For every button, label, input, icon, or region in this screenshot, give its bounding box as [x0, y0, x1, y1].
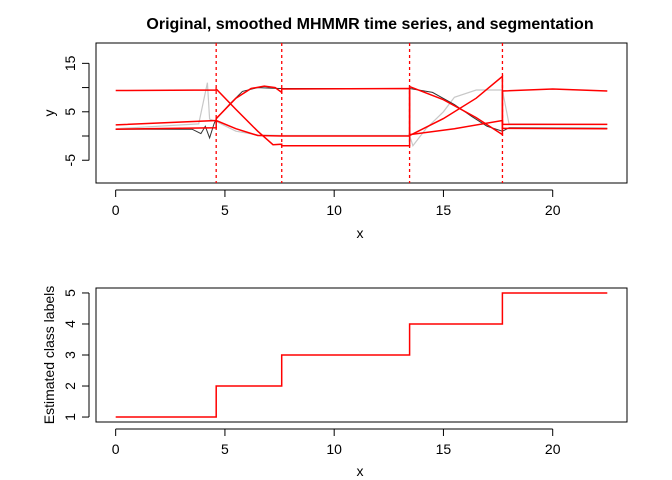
y-tick-label: 5 — [62, 289, 78, 297]
x-tick-label: 0 — [112, 202, 120, 218]
class-label-step-line — [115, 292, 608, 418]
x-tick-label: 15 — [436, 441, 452, 457]
y-tick-label: 1 — [62, 413, 78, 421]
y-tick-label: 3 — [62, 351, 78, 359]
y-tick-label: 2 — [62, 382, 78, 390]
x-tick-label: 5 — [221, 202, 229, 218]
bottom-x-label: x — [357, 463, 364, 479]
top-plot: 0 5 10 15 20 -5 5 15 — [62, 42, 628, 218]
x-tick-label: 5 — [221, 441, 229, 457]
plot-frame — [95, 287, 628, 423]
y-tick-label: 5 — [62, 108, 78, 116]
x-tick-label: 10 — [326, 202, 342, 218]
x-tick-label: 0 — [112, 441, 120, 457]
top-x-label: x — [357, 225, 364, 241]
y-tick-label: 15 — [62, 55, 78, 71]
smoothed-series — [115, 87, 608, 140]
x-tick-label: 20 — [545, 202, 561, 218]
bottom-plot: 0 5 10 15 20 1 2 3 4 5 — [62, 287, 628, 457]
regression-curve-3 — [115, 119, 608, 137]
plot-frame — [95, 42, 628, 184]
regression-curve-1 — [115, 85, 608, 147]
y-tick-label: 4 — [62, 320, 78, 328]
regression-curve-2 — [115, 74, 608, 137]
y-tick-label: -5 — [62, 154, 78, 167]
x-tick-label: 20 — [545, 441, 561, 457]
x-tick-label: 15 — [436, 202, 452, 218]
chart-title: Original, smoothed MHMMR time series, an… — [146, 16, 593, 33]
x-tick-label: 10 — [326, 441, 342, 457]
top-y-label: y — [41, 110, 57, 117]
bottom-y-label: Estimated class labels — [41, 286, 57, 425]
